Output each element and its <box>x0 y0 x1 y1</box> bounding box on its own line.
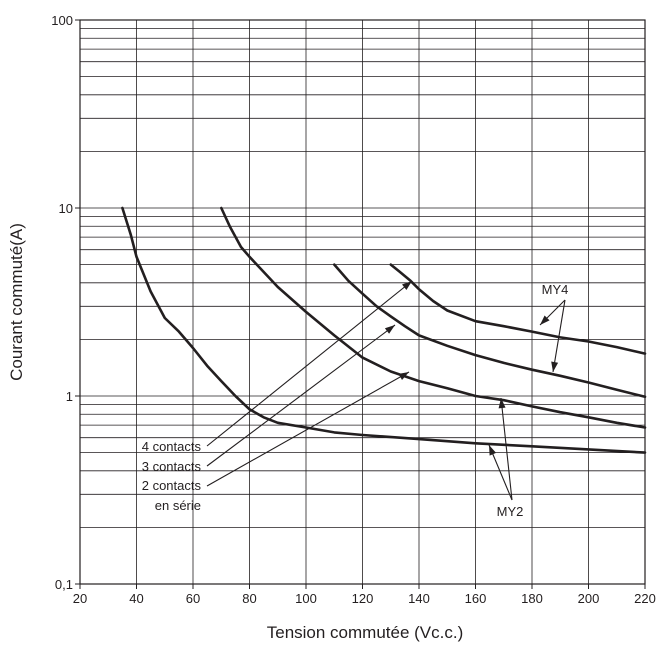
annotations: 4 contacts 3 contacts 2 contacts en série MY… <box>142 280 569 519</box>
label-en-serie: en série <box>155 498 201 513</box>
label-3-contacts: 3 contacts <box>142 459 202 474</box>
series-curve-my2-3contacts <box>220 206 647 429</box>
x-tick-label: 160 <box>465 591 487 606</box>
x-tick-label: 20 <box>73 591 87 606</box>
series-curve-my2-2contacts <box>121 206 647 454</box>
label-my4: MY4 <box>542 282 569 297</box>
x-axis-title: Tension commutée (Vc.c.) <box>267 623 464 642</box>
x-tick-label: 220 <box>634 591 656 606</box>
arrow-my4-lower <box>551 299 566 373</box>
tick-labels: 20 40 60 80 100 120 140 160 180 200 220 0,1 1 10 100 <box>51 13 656 606</box>
y-tick-label: 10 <box>59 201 73 216</box>
series-curve-my4-4contacts <box>389 263 647 355</box>
arrow-my2-right <box>498 397 513 501</box>
x-tick-label: 200 <box>578 591 600 606</box>
arrow-3-contacts <box>206 324 396 467</box>
label-4-contacts: 4 contacts <box>142 439 202 454</box>
arrow-4-contacts <box>206 280 413 447</box>
label-my2: MY2 <box>497 504 524 519</box>
x-tick-label: 60 <box>186 591 200 606</box>
series-curve-my4-3contacts <box>333 263 647 399</box>
x-tick-label: 40 <box>129 591 143 606</box>
x-tick-label: 180 <box>521 591 543 606</box>
arrow-my4-upper <box>539 299 566 326</box>
x-tick-label: 100 <box>295 591 317 606</box>
y-tick-label: 1 <box>66 389 73 404</box>
arrow-my2-left <box>488 444 513 501</box>
x-tick-label: 80 <box>242 591 256 606</box>
y-tick-label: 0,1 <box>55 577 73 592</box>
grid <box>79 19 646 585</box>
arrow-2-contacts <box>206 371 410 487</box>
series-curves <box>121 206 647 454</box>
y-axis-title: Courant commuté(A) <box>7 223 26 381</box>
y-tick-label: 100 <box>51 13 73 28</box>
x-tick-label: 120 <box>352 591 374 606</box>
x-tick-label: 140 <box>408 591 430 606</box>
label-2-contacts: 2 contacts <box>142 478 202 493</box>
